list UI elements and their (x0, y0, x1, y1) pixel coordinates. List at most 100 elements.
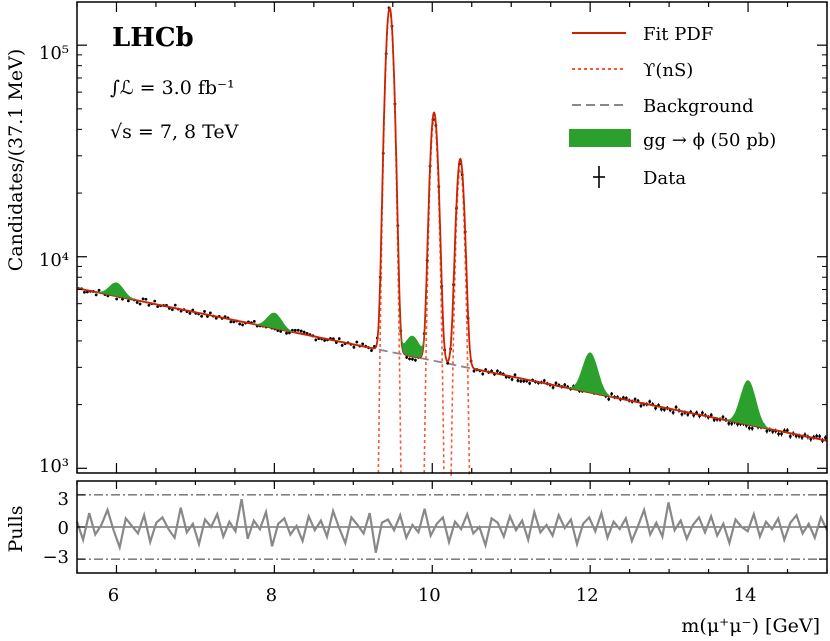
data-point (188, 312, 192, 315)
experiment-label: LHCb (112, 23, 194, 53)
data-point (785, 429, 789, 432)
data-point (824, 436, 827, 439)
data-point (299, 329, 303, 333)
data-point (522, 379, 526, 383)
data-point (337, 337, 341, 341)
data-point (173, 303, 177, 307)
data-point (510, 378, 514, 381)
data-point (765, 429, 769, 433)
legend-label-data: Data (643, 168, 686, 189)
data-point (680, 412, 684, 416)
data-point (141, 297, 145, 301)
legend-label-upsilon: ϒ(nS) (643, 60, 693, 81)
data-point (241, 323, 245, 327)
data-point (563, 383, 567, 387)
x-axis-label: m(μ⁺μ⁻) [GeV] (681, 615, 820, 637)
x-tick-label-10: 10 (418, 585, 441, 606)
pull-axis-label: Pulls (5, 506, 27, 553)
data-point (662, 408, 666, 411)
data-point (788, 434, 792, 438)
data-point (674, 405, 678, 409)
data-point (200, 314, 203, 318)
data-point (285, 331, 288, 335)
data-point (496, 369, 499, 373)
signal-gg-phi-14 (725, 380, 771, 430)
data-points (77, 6, 827, 444)
legend-swatch-data (593, 166, 605, 188)
data-point (777, 432, 780, 436)
legend: Fit PDF ϒ(nS) Background gg → ϕ (50 pb) … (569, 24, 776, 189)
energy-annotation: √s = 7, 8 TeV (110, 121, 239, 143)
pull-series (75, 498, 828, 553)
data-point (648, 400, 652, 403)
legend-label-signal: gg → ϕ (50 pb) (643, 130, 776, 151)
pull-plot-marks (75, 494, 828, 560)
data-point (701, 411, 704, 415)
legend-label-fit: Fit PDF (643, 24, 713, 45)
luminosity-annotation: ∫ℒ = 3.0 fb⁻¹ (110, 77, 235, 99)
signal-gg-phi-8 (251, 312, 298, 333)
data-point (551, 386, 555, 389)
data-point (472, 369, 476, 373)
data-point (660, 407, 663, 411)
data-point (610, 392, 614, 396)
pull-tick-label-minus3: −3 (42, 547, 69, 568)
data-point (780, 432, 783, 436)
data-point (156, 305, 160, 309)
pull-axis-ticks (76, 481, 828, 573)
data-point (747, 426, 751, 430)
data-point (721, 415, 725, 419)
x-tick-label-12: 12 (576, 585, 599, 606)
y-tick-label-1e4: 10⁴ (39, 250, 69, 271)
data-point (709, 413, 713, 417)
data-point (238, 322, 242, 326)
data-point (607, 397, 611, 401)
data-point (408, 357, 411, 361)
data-point (323, 339, 327, 342)
data-point (126, 299, 130, 303)
x-tick-label-14: 14 (734, 585, 757, 606)
data-point (296, 328, 300, 332)
pull-tick-label-3: 3 (58, 489, 69, 510)
data-point (153, 299, 157, 303)
legend-label-background: Background (643, 96, 754, 117)
data-point (208, 311, 212, 315)
data-point (370, 349, 373, 352)
data-point (302, 330, 306, 334)
data-point (818, 434, 822, 438)
data-point (727, 422, 731, 425)
data-point (671, 411, 675, 414)
data-point (815, 434, 819, 438)
data-point (352, 345, 356, 349)
data-point (83, 290, 86, 294)
data-point (293, 328, 297, 332)
data-point (639, 404, 643, 408)
data-point (203, 310, 206, 313)
data-point (414, 358, 417, 362)
data-point (712, 418, 716, 422)
data-point (654, 406, 657, 410)
main-axis-ticks (76, 2, 828, 473)
data-point (229, 320, 233, 324)
data-point (633, 397, 637, 401)
data-point (686, 413, 690, 416)
data-point (750, 426, 754, 430)
main-plot-marks (76, 6, 828, 476)
legend-swatch-signal (569, 129, 631, 147)
data-point (519, 379, 523, 383)
data-point (528, 381, 532, 385)
signal-gg-phi-6 (93, 282, 140, 301)
y-tick-label-1e5: 10⁵ (39, 43, 69, 64)
pull-tick-label-0: 0 (58, 518, 69, 539)
data-point (355, 340, 359, 344)
data-point (135, 301, 139, 304)
data-point (513, 373, 517, 377)
data-point (94, 293, 98, 297)
data-point (446, 361, 450, 365)
data-point (314, 338, 318, 342)
data-point (405, 355, 409, 359)
data-point (147, 303, 151, 307)
data-point (361, 342, 365, 346)
main-plot-frame (76, 1, 828, 474)
